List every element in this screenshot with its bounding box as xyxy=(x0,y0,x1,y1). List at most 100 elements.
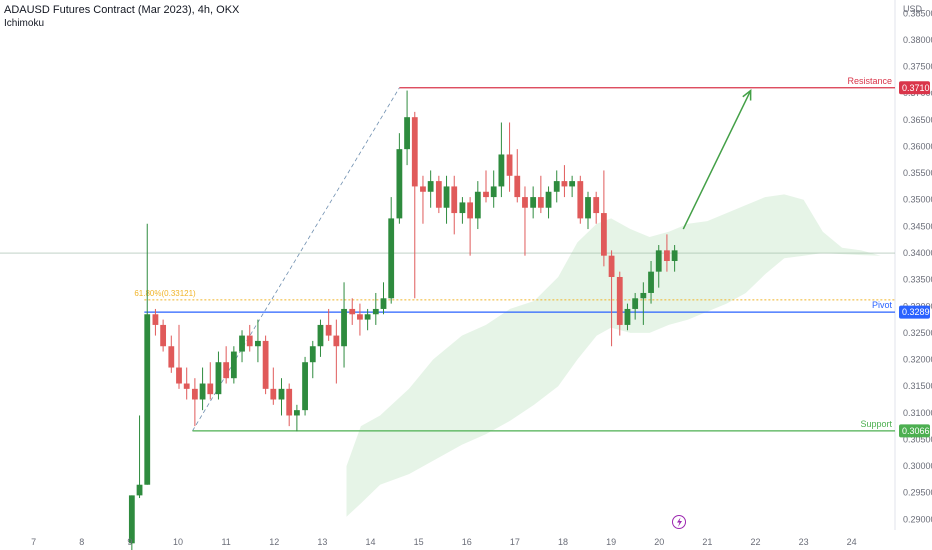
x-tick-label: 10 xyxy=(173,537,183,547)
candle-bearish[interactable] xyxy=(616,276,623,325)
candle-bearish[interactable] xyxy=(207,383,214,395)
candle-bearish[interactable] xyxy=(451,186,458,214)
candle-bullish[interactable] xyxy=(459,202,466,214)
x-tick-label: 9 xyxy=(127,537,132,547)
candle-bullish[interactable] xyxy=(427,181,434,192)
candle-bearish[interactable] xyxy=(411,117,418,187)
candle-bearish[interactable] xyxy=(183,383,190,389)
x-tick-label: 23 xyxy=(799,537,809,547)
candle-bearish[interactable] xyxy=(325,324,332,336)
candle-bullish[interactable] xyxy=(624,308,631,325)
candle-bullish[interactable] xyxy=(199,383,206,400)
pivot-price-badge xyxy=(899,305,930,319)
candle-bearish[interactable] xyxy=(537,197,544,208)
candle-bearish[interactable] xyxy=(608,255,615,277)
candle-bullish[interactable] xyxy=(655,250,662,272)
candle-bearish[interactable] xyxy=(357,314,363,320)
candle-bullish[interactable] xyxy=(215,362,222,395)
candle-bearish[interactable] xyxy=(593,197,600,214)
projection-arrow-line[interactable] xyxy=(682,90,752,230)
candle-bullish[interactable] xyxy=(569,181,576,187)
candle-bullish[interactable] xyxy=(671,250,678,262)
lightning-icon[interactable] xyxy=(672,515,686,529)
candle-bearish[interactable] xyxy=(270,388,277,400)
candle-bullish[interactable] xyxy=(278,388,285,400)
pivot-label: Pivot xyxy=(872,300,893,310)
candle-bullish[interactable] xyxy=(309,346,316,363)
candle-bullish[interactable] xyxy=(364,314,371,320)
support-price-badge xyxy=(899,424,930,438)
candle-bullish[interactable] xyxy=(648,271,654,293)
candle-bearish[interactable] xyxy=(160,324,167,347)
x-tick-label: 20 xyxy=(654,537,664,547)
candle-bearish[interactable] xyxy=(246,335,253,347)
candle-bearish[interactable] xyxy=(223,362,230,379)
candle-bullish[interactable] xyxy=(396,149,403,219)
candle-bearish[interactable] xyxy=(600,213,607,256)
candle-bearish[interactable] xyxy=(561,181,568,187)
candle-bullish[interactable] xyxy=(443,186,450,208)
candle-bullish[interactable] xyxy=(144,314,151,485)
candle-bearish[interactable] xyxy=(152,314,159,325)
candle-bullish[interactable] xyxy=(404,117,410,150)
x-tick-label: 18 xyxy=(558,537,568,547)
candle-bullish[interactable] xyxy=(530,197,537,208)
candle-bullish[interactable] xyxy=(585,197,591,219)
candle-bearish[interactable] xyxy=(664,250,670,262)
candle-bullish[interactable] xyxy=(255,340,261,347)
candle-bullish[interactable] xyxy=(545,191,552,208)
candle-bullish[interactable] xyxy=(293,410,300,416)
candle-bullish[interactable] xyxy=(498,154,505,187)
candle-bearish[interactable] xyxy=(262,340,269,389)
resistance-label: Resistance xyxy=(847,76,892,86)
candle-bearish[interactable] xyxy=(435,181,442,208)
candle-bullish[interactable] xyxy=(388,218,395,299)
candle-bullish[interactable] xyxy=(474,191,481,219)
candle-bearish[interactable] xyxy=(483,191,489,198)
x-tick-label: 7 xyxy=(31,537,36,547)
candle-bullish[interactable] xyxy=(302,362,308,411)
candle-bearish[interactable] xyxy=(191,388,198,400)
candle-bullish[interactable] xyxy=(317,324,324,347)
candle-bearish[interactable] xyxy=(333,335,340,347)
candle-bearish[interactable] xyxy=(514,175,521,198)
x-tick-label: 13 xyxy=(317,537,327,547)
candle-bearish[interactable] xyxy=(176,367,182,384)
candle-bullish[interactable] xyxy=(632,298,639,309)
candle-bearish[interactable] xyxy=(420,186,426,192)
candle-bearish[interactable] xyxy=(577,181,584,219)
candle-bullish[interactable] xyxy=(239,335,245,352)
x-tick-label: 14 xyxy=(366,537,376,547)
candle-bullish[interactable] xyxy=(136,484,143,496)
candle-bearish[interactable] xyxy=(286,388,293,416)
candle-bullish[interactable] xyxy=(553,181,560,192)
candle-bullish[interactable] xyxy=(640,292,647,299)
x-tick-label: 15 xyxy=(414,537,424,547)
support-price-value: 0.30661 xyxy=(902,426,932,436)
x-tick-label: 19 xyxy=(606,537,616,547)
candle-bullish[interactable] xyxy=(372,308,379,315)
candle-bullish[interactable] xyxy=(128,495,135,544)
x-tick-label: 21 xyxy=(702,537,712,547)
candle-bullish[interactable] xyxy=(380,298,387,309)
candle-bearish[interactable] xyxy=(168,346,175,368)
candle-bearish[interactable] xyxy=(522,197,528,208)
candle-bearish[interactable] xyxy=(467,202,474,219)
candle-bullish[interactable] xyxy=(341,308,347,347)
candle-bullish[interactable] xyxy=(490,186,497,198)
candle-bearish[interactable] xyxy=(506,154,513,176)
candle-bearish[interactable] xyxy=(349,308,356,315)
x-tick-label: 16 xyxy=(462,537,472,547)
candle-bullish[interactable] xyxy=(230,351,237,379)
chart-title: ADAUSD Futures Contract (Mar 2023), 4h, … xyxy=(4,4,240,16)
